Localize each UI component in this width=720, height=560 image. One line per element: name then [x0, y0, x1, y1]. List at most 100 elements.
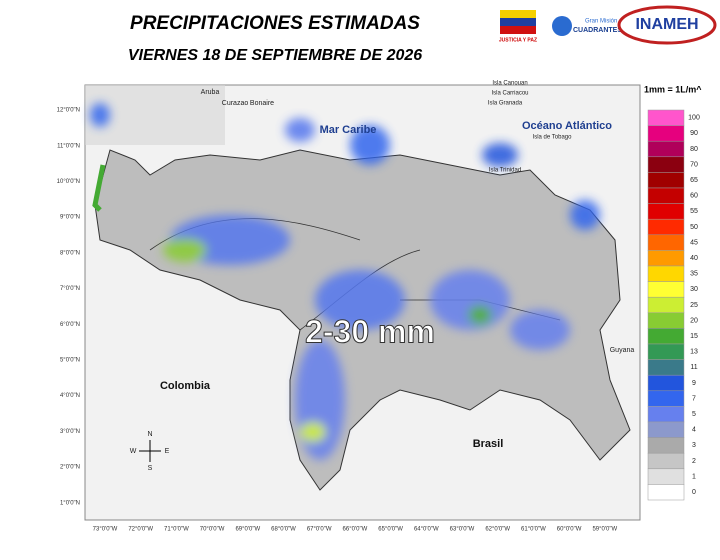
- legend-swatch: [647, 484, 685, 501]
- legend-label: 5: [692, 411, 696, 418]
- legend-label: 55: [690, 208, 698, 215]
- logo-text: INAMEH: [635, 16, 698, 33]
- rain-range-label: 2-30 mm: [305, 313, 435, 349]
- lon-tick-label: 65°0'0"W: [378, 527, 403, 533]
- compass-label: S: [148, 465, 153, 472]
- compass: N S E W: [130, 431, 170, 472]
- legend-label: 90: [690, 130, 698, 137]
- legend-swatch: [647, 281, 685, 298]
- lat-tick-label: 10°0'0"N: [57, 179, 80, 185]
- map-label: Isla Carriacou: [491, 91, 528, 97]
- lon-tick-label: 68°0'0"W: [271, 527, 296, 533]
- map-label: Guyana: [610, 347, 635, 354]
- lon-tick-label: 67°0'0"W: [307, 527, 332, 533]
- map: N S E W: [84, 84, 641, 521]
- lon-tick-label: 60°0'0"W: [557, 527, 582, 533]
- legend-swatch: [647, 172, 685, 189]
- legend-swatch: [647, 452, 685, 470]
- legend-label: 40: [690, 255, 698, 262]
- lon-tick-label: 70°0'0"W: [200, 527, 225, 533]
- lon-tick-label: 59°0'0"W: [592, 527, 617, 533]
- legend-swatch: [647, 359, 685, 376]
- map-label: Isla Granada: [488, 101, 523, 107]
- compass-label: E: [165, 448, 170, 455]
- legend-label: 35: [690, 271, 698, 278]
- legend-label: 60: [690, 193, 698, 200]
- map-label: Aruba: [201, 89, 220, 96]
- legend-swatch: [647, 328, 685, 345]
- legend-label: 20: [690, 317, 698, 324]
- legend-label: 30: [690, 286, 698, 293]
- lon-tick-label: 71°0'0"W: [164, 527, 189, 533]
- legend-label: 50: [690, 224, 698, 231]
- date: VIERNES 18 DE SEPTIEMBRE DE 2026: [128, 47, 422, 64]
- legend-label: 4: [692, 427, 696, 434]
- legend-label: 15: [690, 333, 698, 340]
- legend-label: 1: [692, 473, 696, 480]
- lat-tick-label: 8°0'0"N: [60, 250, 80, 256]
- legend-label: 45: [690, 239, 698, 246]
- legend-label: 80: [690, 146, 698, 153]
- legend-swatch: [647, 234, 685, 251]
- legend-swatch: [647, 406, 685, 423]
- lon-tick-label: 63°0'0"W: [450, 527, 475, 533]
- legend-swatch: [647, 203, 685, 220]
- logo-text: Gran Misión: [585, 19, 617, 25]
- map-label: Isla de Tobago: [533, 135, 573, 141]
- legend-label: 65: [690, 177, 698, 184]
- map-label: Brasil: [473, 438, 504, 450]
- legend-swatch: [647, 250, 685, 267]
- map-label: Mar Caribe: [320, 124, 377, 136]
- lat-tick-label: 7°0'0"N: [60, 286, 80, 292]
- logo-text: CUADRANTES DE PAZ: [573, 27, 650, 34]
- lat-tick-label: 3°0'0"N: [60, 429, 80, 435]
- legend-swatch: [647, 421, 685, 438]
- legend-swatch: [647, 390, 685, 407]
- lon-tick-label: 61°0'0"W: [521, 527, 546, 533]
- lon-tick-label: 64°0'0"W: [414, 527, 439, 533]
- map-label: Colombia: [160, 380, 211, 392]
- map-label: Bonaire: [250, 100, 274, 107]
- legend-swatch: [647, 437, 685, 454]
- lat-tick-label: 6°0'0"N: [60, 322, 80, 328]
- lat-tick-label: 12°0'0"N: [57, 108, 80, 114]
- lon-tick-label: 62°0'0"W: [485, 527, 510, 533]
- lat-tick-label: 1°0'0"N: [60, 500, 80, 506]
- legend-label: 13: [690, 349, 698, 356]
- legend-swatch: [647, 187, 685, 204]
- legend-label: 0: [692, 489, 696, 496]
- legend-swatch: [647, 156, 685, 173]
- lon-tick-label: 66°0'0"W: [343, 527, 368, 533]
- legend-swatch: [647, 312, 685, 329]
- lon-tick-label: 72°0'0"W: [128, 527, 153, 533]
- legend-label: 100: [688, 115, 700, 122]
- logo-text: JUSTICIA Y PAZ: [499, 37, 537, 43]
- legend-label: 25: [690, 302, 698, 309]
- lat-tick-label: 5°0'0"N: [60, 357, 80, 363]
- map-label: Isla Canouan: [492, 81, 527, 87]
- legend-swatch: [647, 468, 685, 485]
- lon-tick-label: 73°0'0"W: [93, 527, 118, 533]
- legend-unit: 1mm = 1L/m^: [644, 84, 702, 94]
- map-label: Isla Trinidad: [489, 168, 521, 174]
- legend-swatch: [647, 296, 685, 314]
- legend-label: 11: [690, 364, 697, 371]
- lat-tick-label: 4°0'0"N: [60, 393, 80, 399]
- legend-swatch: [647, 374, 685, 392]
- legend-label: 9: [692, 380, 696, 387]
- logos: JUSTICIA Y PAZ Gran Misión CUADRANTES DE…: [499, 5, 717, 45]
- compass-label: W: [130, 448, 137, 455]
- legend-swatch: [647, 125, 685, 142]
- legend-label: 70: [690, 161, 698, 168]
- lat-tick-label: 2°0'0"N: [60, 465, 80, 471]
- lon-tick-label: 69°0'0"W: [235, 527, 260, 533]
- map-label: Océano Atlántico: [522, 120, 612, 132]
- lat-tick-label: 9°0'0"N: [60, 215, 80, 221]
- compass-label: N: [147, 431, 152, 438]
- lat-tick-label: 11°0'0"N: [57, 143, 80, 149]
- legend-swatch: [647, 140, 685, 158]
- legend-swatch: [647, 265, 685, 282]
- legend-label: 3: [692, 442, 696, 449]
- legend-label: 2: [692, 458, 696, 465]
